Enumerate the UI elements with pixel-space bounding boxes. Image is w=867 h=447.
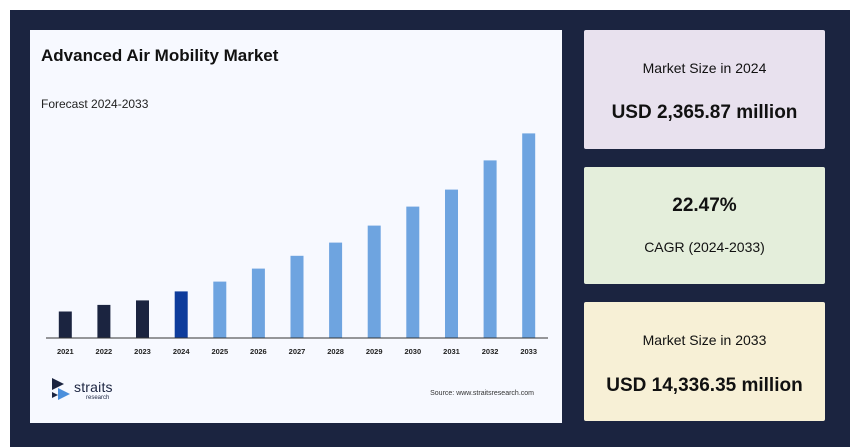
straits-logo-icon	[52, 378, 70, 400]
chart-panel: Advanced Air Mobility Market Forecast 20…	[30, 30, 562, 423]
x-tick-label: 2029	[366, 347, 383, 356]
card-label: CAGR (2024-2033)	[644, 239, 765, 255]
x-tick-label: 2031	[443, 347, 460, 356]
logo-subtext: research	[86, 395, 110, 401]
x-tick-label: 2025	[211, 347, 228, 356]
bar-chart: 2021 2022 2023 2024 2025 2026 2027 2028 2029 2030…	[46, 133, 548, 356]
chart-title: Advanced Air Mobility Market	[41, 46, 279, 65]
straits-logo: straits research	[52, 378, 132, 406]
source-note: Source: www.straitsresearch.com	[430, 390, 534, 397]
bar-2024	[174, 291, 188, 338]
x-tick-label: 2022	[96, 347, 113, 356]
card-label: Market Size in 2033	[642, 332, 767, 348]
x-tick-label: 2021	[57, 347, 74, 356]
bar-2026	[251, 268, 265, 338]
bar-2033	[522, 133, 536, 338]
x-tick-label: 2030	[404, 347, 421, 356]
market-size-2024-card: Market Size in 2024 USD 2,365.87 million	[584, 30, 825, 149]
bar-2025	[213, 281, 227, 338]
card-value: 22.47%	[672, 195, 737, 216]
card-value: USD 14,336.35 million	[606, 375, 803, 396]
bar-2023	[136, 300, 149, 338]
bar-2027	[290, 255, 304, 338]
market-size-2033-card: Market Size in 2033 USD 14,336.35 millio…	[584, 302, 825, 421]
bar-2029	[367, 225, 381, 338]
cagr-card: 22.47% CAGR (2024-2033)	[584, 167, 825, 284]
bar-2030	[406, 206, 420, 338]
card-value: USD 2,365.87 million	[611, 102, 798, 123]
bar-2031	[445, 189, 458, 338]
bar-2021	[58, 311, 72, 338]
infographic-frame: Advanced Air Mobility Market Forecast 20…	[10, 10, 850, 447]
x-tick-label: 2033	[520, 347, 537, 356]
x-tick-label: 2027	[289, 347, 306, 356]
x-tick-label: 2024	[173, 347, 191, 356]
x-tick-label: 2028	[327, 347, 344, 356]
chart-subtitle: Forecast 2024-2033	[41, 97, 149, 111]
x-tick-label: 2023	[134, 347, 151, 356]
x-tick-label: 2032	[482, 347, 499, 356]
x-tick-label: 2026	[250, 347, 267, 356]
logo-wordmark: straits	[74, 379, 113, 395]
bar-2032	[483, 160, 497, 338]
bar-2022	[97, 304, 111, 338]
card-label: Market Size in 2024	[642, 60, 767, 76]
bar-2028	[329, 242, 343, 338]
